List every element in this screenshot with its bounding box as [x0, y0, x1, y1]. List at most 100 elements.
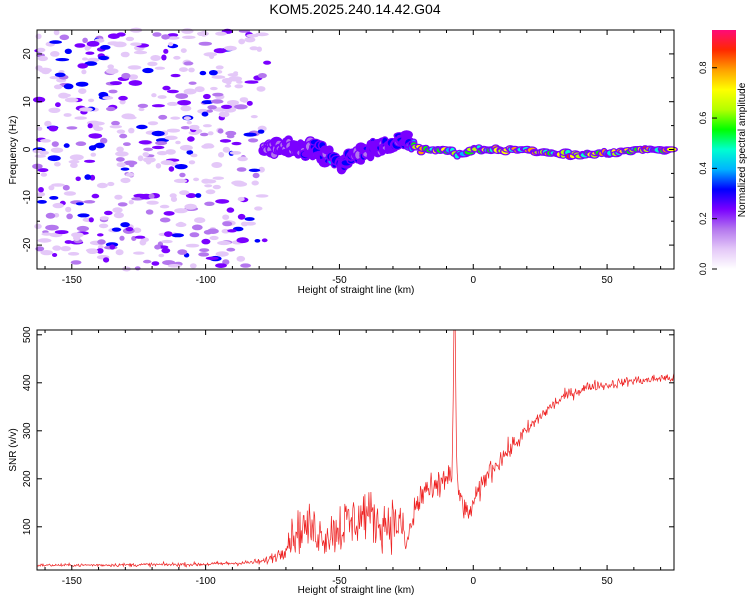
spectrogram-noise-blob	[49, 196, 59, 200]
colorbar-tick-label: 0.6	[698, 112, 708, 125]
spectrogram-noise-blob	[120, 222, 130, 228]
spectrogram-noise-blob	[44, 120, 52, 127]
spectrogram-noise-blob	[219, 139, 232, 143]
spectrogram-y-tick-label: 0	[22, 146, 33, 152]
spectrogram-noise-blob	[52, 245, 62, 251]
spectrogram-noise-blob	[52, 202, 64, 209]
spectrogram-noise-blob	[138, 140, 152, 145]
spectrogram-noise-blob	[222, 221, 233, 227]
spectrogram-noise-blob	[40, 139, 51, 143]
spectrogram-noise-blob	[202, 124, 212, 128]
snr-x-tick-label: -150	[62, 576, 82, 587]
spectrogram-noise-blob	[151, 261, 160, 266]
spectrogram-noise-blob	[108, 89, 118, 94]
spectrogram-noise-blob	[166, 89, 179, 94]
spectrogram-noise-blob	[128, 200, 134, 205]
spectrogram-noise-blob	[98, 223, 109, 229]
spectrogram-track-blob	[326, 146, 333, 154]
spectrogram-noise-blob	[205, 144, 215, 149]
spectrogram-noise-blob	[36, 47, 46, 53]
spectrogram-noise-blob	[175, 222, 187, 227]
spectrogram-noise-blob	[207, 131, 214, 136]
spectrogram-noise-blob	[190, 153, 198, 158]
spectrogram-noise-blob	[160, 160, 175, 166]
spectrogram-noise-blob	[53, 84, 63, 90]
colorbar-tick-label: 0.2	[698, 212, 708, 225]
spectrogram-noise-blob	[180, 48, 187, 53]
spectrogram-noise-blob	[170, 196, 178, 202]
spectrogram-noise-blob	[97, 245, 104, 249]
spectrogram-noise-blob	[94, 142, 105, 149]
spectrogram-noise-blob	[201, 111, 209, 117]
spectrogram-noise-blob	[54, 230, 69, 235]
spectrogram-noise-blob	[107, 41, 120, 46]
spectrogram-noise-blob	[51, 141, 59, 147]
spectrogram-noise-blob	[188, 160, 196, 165]
spectrogram-noise-blob	[194, 217, 206, 224]
spectrogram-noise-blob	[229, 151, 242, 155]
spectrogram-noise-blob	[118, 95, 128, 101]
spectrogram-noise-blob	[147, 121, 159, 126]
spectrogram-noise-blob	[183, 61, 194, 66]
spectrogram-noise-blob	[187, 136, 195, 142]
snr-y-label: SNR (v/v)	[8, 428, 19, 471]
spectrogram-noise-blob	[105, 68, 119, 74]
spectrogram-noise-blob	[164, 231, 173, 238]
spectrogram-noise-blob	[116, 162, 126, 168]
spectrogram-noise-blob	[74, 116, 87, 120]
spectrogram-noise-blob	[165, 149, 176, 155]
spectrogram-noise-blob	[227, 100, 239, 106]
snr-background	[37, 330, 674, 570]
spectrogram-noise-blob	[195, 193, 202, 198]
colorbar: 0.0 0.2 0.4 0.6 0.8 Normalized spectral ampl…	[698, 30, 748, 275]
spectrogram-noise-blob	[181, 28, 194, 34]
spectrogram-noise-blob	[240, 263, 252, 268]
spectrogram-noise-blob	[48, 125, 58, 132]
colorbar-ticks: 0.0 0.2 0.4 0.6 0.8	[698, 61, 717, 275]
spectrogram-noise-blob	[52, 253, 58, 257]
spectrogram-noise-blob	[227, 73, 239, 77]
spectrogram-noise-blob	[215, 31, 227, 36]
spectrogram-noise-blob	[64, 48, 72, 54]
spectrogram-noise-blob	[145, 159, 152, 165]
spectrogram-noise-blob	[177, 100, 192, 106]
spectrogram-noise-blob	[151, 130, 165, 137]
spectrogram-noise-blob	[244, 221, 256, 226]
spectrogram-noise-blob	[188, 81, 197, 85]
spectrogram-noise-blob	[177, 249, 188, 255]
spectrogram-noise-blob	[35, 65, 43, 71]
snr-panel: -150 -100 -50 0 50 100 200 300 400 500 Height of…	[8, 326, 675, 596]
spectrogram-noise-blob	[246, 33, 259, 38]
spectrogram-noise-blob	[63, 143, 70, 148]
spectrogram-noise-blob	[212, 176, 225, 180]
spectrogram-noise-blob	[63, 113, 72, 117]
spectrogram-noise-blob	[116, 146, 124, 153]
spectrogram-noise-blob	[244, 80, 259, 84]
spectrogram-noise-blob	[123, 160, 138, 166]
spectrogram-noise-blob	[212, 184, 221, 190]
spectrogram-noise-blob	[121, 72, 131, 79]
spectrogram-noise-blob	[148, 193, 155, 199]
spectrogram-noise-blob	[201, 100, 214, 105]
spectrogram-noise-blob	[36, 192, 46, 197]
spectrogram-noise-blob	[205, 256, 219, 260]
spectrogram-noise-blob	[33, 96, 46, 103]
spectrogram-noise-blob	[167, 33, 179, 38]
spectrogram-y-label: Frequency (Hz)	[8, 116, 19, 185]
spectrogram-noise-blob	[198, 252, 210, 257]
spectrogram-noise-blob	[167, 36, 180, 40]
spectrogram-noise-blob	[211, 162, 223, 168]
spectrogram-noise-blob	[119, 99, 126, 105]
spectrogram-noise-blob	[215, 263, 227, 268]
spectrogram-noise-blob	[100, 45, 111, 50]
spectrogram-noise-blob	[75, 202, 84, 206]
spectrogram-noise-blob	[226, 134, 235, 139]
spectrogram-noise-blob	[93, 126, 104, 132]
snr-y-tick-label: 400	[22, 374, 33, 391]
spectrogram-noise-blob	[67, 252, 80, 256]
spectrogram-noise-blob	[158, 114, 168, 120]
spectrogram-noise-blob	[134, 235, 146, 239]
spectrogram-noise-blob	[244, 217, 255, 221]
spectrogram-noise-blob	[48, 107, 61, 114]
